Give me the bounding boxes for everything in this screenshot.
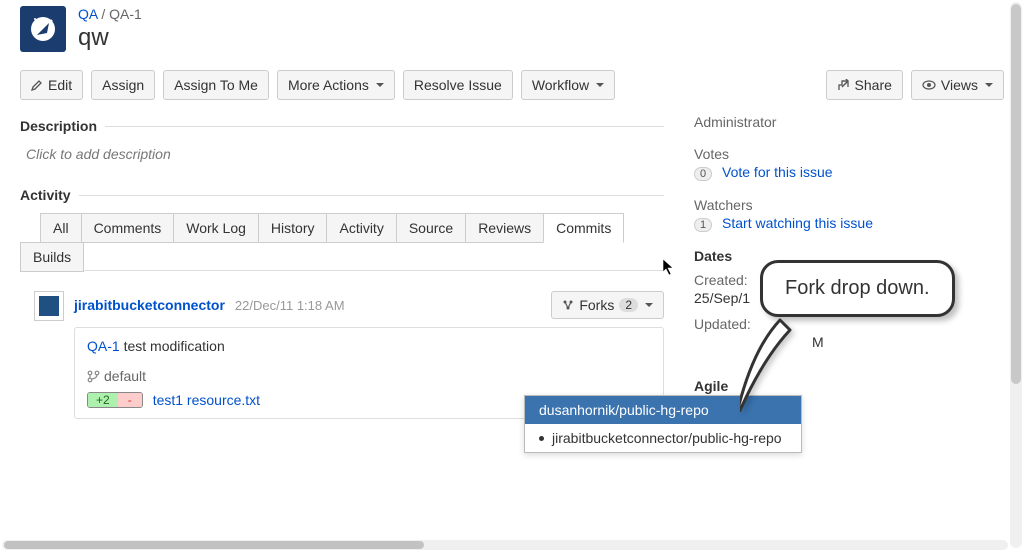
project-icon[interactable] (20, 6, 66, 52)
chevron-down-icon (376, 83, 384, 87)
votes-label: Votes (694, 146, 1004, 162)
commit-date: 22/Dec/11 1:18 AM (235, 298, 345, 313)
chevron-down-icon (985, 83, 993, 87)
chevron-down-icon (645, 303, 653, 307)
watchers-label: Watchers (694, 197, 1004, 213)
scrollbar-vertical[interactable] (1010, 2, 1022, 548)
file-link[interactable]: test1 resource.txt (153, 392, 260, 408)
tab-work-log[interactable]: Work Log (173, 213, 259, 243)
bullet-icon (539, 436, 544, 441)
avatar (34, 291, 64, 321)
forks-dropdown-item[interactable]: jirabitbucketconnector/public-hg-repo (525, 424, 801, 452)
share-icon (837, 79, 850, 92)
scrollbar-horizontal[interactable] (2, 540, 1008, 550)
diff-add: +2 (88, 393, 118, 407)
breadcrumb-issue-key: QA-1 (109, 6, 142, 22)
assign-to-me-button[interactable]: Assign To Me (163, 70, 269, 100)
tab-comments[interactable]: Comments (81, 213, 175, 243)
workflow-button[interactable]: Workflow (521, 70, 615, 100)
forks-count: 2 (619, 298, 638, 312)
commit-message: test modification (124, 338, 225, 354)
administrator-label: Administrator (694, 114, 1004, 130)
share-button[interactable]: Share (826, 70, 903, 100)
annotation-callout: Fork drop down. (760, 260, 955, 317)
scrollbar-thumb[interactable] (1011, 4, 1021, 384)
branch-icon (87, 370, 100, 383)
edit-label: Edit (48, 77, 72, 93)
breadcrumb-project[interactable]: QA (78, 6, 97, 22)
chevron-down-icon (596, 83, 604, 87)
diff-del: - (118, 393, 142, 407)
tab-all[interactable]: All (40, 213, 82, 243)
eye-icon (922, 80, 936, 90)
tab-builds[interactable]: Builds (20, 242, 84, 272)
description-placeholder[interactable]: Click to add description (20, 146, 664, 162)
more-actions-label: More Actions (288, 77, 369, 93)
votes-count: 0 (694, 167, 712, 181)
dropdown-item-label: dusanhornik/public-hg-repo (539, 402, 709, 418)
workflow-label: Workflow (532, 77, 589, 93)
views-label: Views (941, 77, 978, 93)
page-title: qw (78, 24, 142, 52)
share-label: Share (855, 77, 892, 93)
forks-label: Forks (579, 297, 614, 313)
watchers-count: 1 (694, 218, 712, 232)
views-button[interactable]: Views (911, 70, 1004, 100)
breadcrumb-sep: / (101, 6, 109, 22)
callout-tail (740, 312, 800, 415)
commit-author[interactable]: jirabitbucketconnector (74, 297, 225, 313)
dropdown-item-label: jirabitbucketconnector/public-hg-repo (552, 430, 782, 446)
tab-reviews[interactable]: Reviews (465, 213, 544, 243)
tab-commits[interactable]: Commits (543, 213, 624, 243)
watch-link[interactable]: Start watching this issue (722, 215, 873, 231)
pencil-icon (31, 79, 43, 91)
tab-source[interactable]: Source (396, 213, 466, 243)
commit-issue-key[interactable]: QA-1 (87, 338, 120, 354)
activity-tabs: All Comments Work Log History Activity S… (40, 213, 664, 242)
more-actions-button[interactable]: More Actions (277, 70, 395, 100)
scrollbar-thumb[interactable] (4, 541, 424, 549)
tab-history[interactable]: History (258, 213, 328, 243)
tab-activity[interactable]: Activity (326, 213, 396, 243)
vote-link[interactable]: Vote for this issue (722, 164, 833, 180)
forks-button[interactable]: Forks 2 (551, 291, 664, 319)
breadcrumb: QA / QA-1 (78, 6, 142, 22)
assign-button[interactable]: Assign (91, 70, 155, 100)
description-heading: Description (20, 118, 664, 136)
branch-name: default (104, 368, 146, 384)
callout-text: Fork drop down. (760, 260, 955, 317)
cursor-icon (662, 258, 676, 281)
diff-badge: +2 - (87, 392, 143, 408)
resolve-issue-button[interactable]: Resolve Issue (403, 70, 513, 100)
edit-button[interactable]: Edit (20, 70, 83, 100)
fork-icon (562, 299, 574, 311)
activity-heading: Activity (20, 187, 664, 205)
